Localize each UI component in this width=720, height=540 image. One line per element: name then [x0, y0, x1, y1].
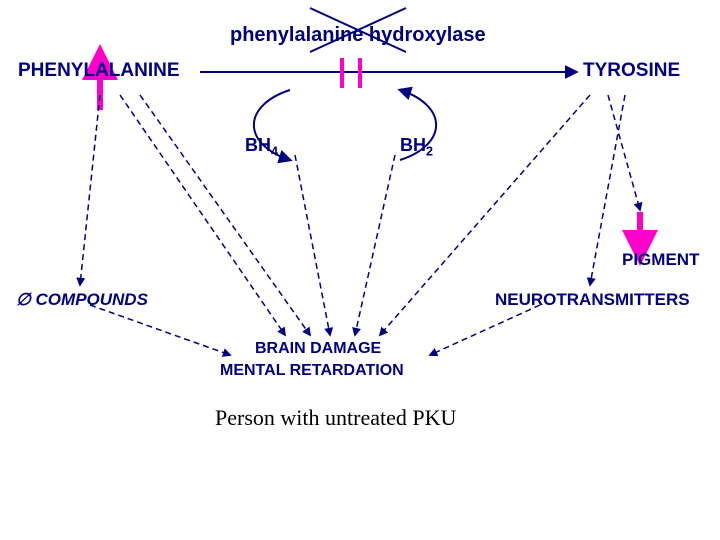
neurotransmitters-label: NEUROTRANSMITTERS: [495, 290, 690, 310]
bh2-sub: 2: [426, 145, 433, 159]
dashed-arrows-group: [80, 95, 640, 355]
bh2-label: BH2: [400, 135, 433, 159]
pigment-label: PIGMENT: [622, 250, 699, 270]
enzyme-label: phenylalanine hydroxylase: [230, 24, 486, 47]
bh4-base: BH: [245, 135, 271, 155]
bh2-base: BH: [400, 135, 426, 155]
bh4-sub: 4: [271, 145, 278, 159]
compounds-label: ∅ COMPOUNDS: [16, 290, 148, 310]
brain-damage-label: BRAIN DAMAGE: [255, 340, 381, 358]
mental-retardation-label: MENTAL RETARDATION: [220, 362, 404, 380]
bh4-label: BH4: [245, 135, 278, 159]
tyrosine-label: TYROSINE: [583, 60, 680, 82]
phenylalanine-label: PHENYLALANINE: [18, 60, 180, 82]
caption-label: Person with untreated PKU: [215, 405, 456, 431]
